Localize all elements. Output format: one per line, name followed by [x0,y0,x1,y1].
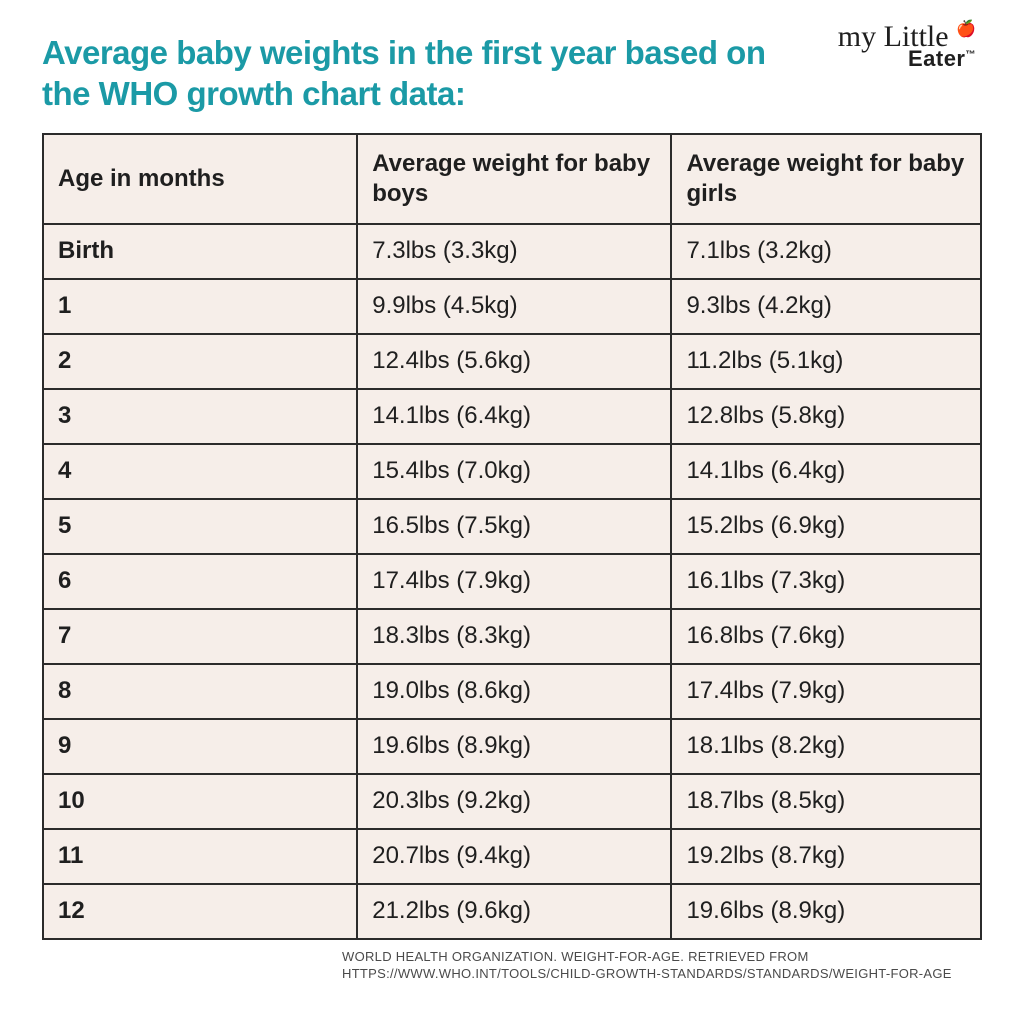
cell-boys: 17.4lbs (7.9kg) [357,554,671,609]
cell-age: 7 [43,609,357,664]
cell-boys: 20.7lbs (9.4kg) [357,829,671,884]
col-header-boys: Average weight for baby boys [357,134,671,224]
cell-age: 2 [43,334,357,389]
source-citation: WORLD HEALTH ORGANIZATION. WEIGHT-FOR-AG… [342,948,982,983]
cell-girls: 9.3lbs (4.2kg) [671,279,981,334]
col-header-girls: Average weight for baby girls [671,134,981,224]
table-row: 212.4lbs (5.6kg)11.2lbs (5.1kg) [43,334,981,389]
cell-boys: 15.4lbs (7.0kg) [357,444,671,499]
col-header-age: Age in months [43,134,357,224]
cell-age: 6 [43,554,357,609]
cell-girls: 19.2lbs (8.7kg) [671,829,981,884]
cell-age: 3 [43,389,357,444]
cell-girls: 18.1lbs (8.2kg) [671,719,981,774]
cell-age: 4 [43,444,357,499]
cell-boys: 19.0lbs (8.6kg) [357,664,671,719]
apple-icon: 🍎 [956,21,976,38]
cell-boys: 14.1lbs (6.4kg) [357,389,671,444]
cell-age: 8 [43,664,357,719]
table-row: 919.6lbs (8.9kg)18.1lbs (8.2kg) [43,719,981,774]
table-row: 516.5lbs (7.5kg)15.2lbs (6.9kg) [43,499,981,554]
cell-girls: 17.4lbs (7.9kg) [671,664,981,719]
cell-boys: 19.6lbs (8.9kg) [357,719,671,774]
source-line1: WORLD HEALTH ORGANIZATION. WEIGHT-FOR-AG… [342,948,982,966]
cell-boys: 12.4lbs (5.6kg) [357,334,671,389]
brand-logo: my Little 🍎 Eater™ [838,22,976,70]
table-row: Birth7.3lbs (3.3kg)7.1lbs (3.2kg) [43,224,981,279]
table-row: 819.0lbs (8.6kg)17.4lbs (7.9kg) [43,664,981,719]
cell-girls: 7.1lbs (3.2kg) [671,224,981,279]
table-row: 1221.2lbs (9.6kg)19.6lbs (8.9kg) [43,884,981,939]
cell-age: Birth [43,224,357,279]
table-row: 718.3lbs (8.3kg)16.8lbs (7.6kg) [43,609,981,664]
table-row: 19.9lbs (4.5kg)9.3lbs (4.2kg) [43,279,981,334]
cell-age: 10 [43,774,357,829]
logo-line2: Eater [908,46,966,71]
table-row: 314.1lbs (6.4kg)12.8lbs (5.8kg) [43,389,981,444]
cell-boys: 18.3lbs (8.3kg) [357,609,671,664]
cell-boys: 20.3lbs (9.2kg) [357,774,671,829]
page-title: Average baby weights in the first year b… [42,32,822,115]
weights-table: Age in months Average weight for baby bo… [42,133,982,940]
table-row: 617.4lbs (7.9kg)16.1lbs (7.3kg) [43,554,981,609]
logo-trademark: ™ [966,50,977,61]
cell-girls: 19.6lbs (8.9kg) [671,884,981,939]
table-row: 1020.3lbs (9.2kg)18.7lbs (8.5kg) [43,774,981,829]
cell-age: 1 [43,279,357,334]
cell-girls: 18.7lbs (8.5kg) [671,774,981,829]
table-row: 415.4lbs (7.0kg)14.1lbs (6.4kg) [43,444,981,499]
cell-age: 9 [43,719,357,774]
table-row: 1120.7lbs (9.4kg)19.2lbs (8.7kg) [43,829,981,884]
cell-age: 12 [43,884,357,939]
cell-girls: 16.1lbs (7.3kg) [671,554,981,609]
cell-age: 11 [43,829,357,884]
cell-boys: 21.2lbs (9.6kg) [357,884,671,939]
cell-boys: 9.9lbs (4.5kg) [357,279,671,334]
cell-boys: 16.5lbs (7.5kg) [357,499,671,554]
cell-age: 5 [43,499,357,554]
table-header-row: Age in months Average weight for baby bo… [43,134,981,224]
cell-girls: 14.1lbs (6.4kg) [671,444,981,499]
cell-girls: 15.2lbs (6.9kg) [671,499,981,554]
source-line2: HTTPS://WWW.WHO.INT/TOOLS/CHILD-GROWTH-S… [342,965,982,983]
cell-girls: 11.2lbs (5.1kg) [671,334,981,389]
cell-boys: 7.3lbs (3.3kg) [357,224,671,279]
cell-girls: 16.8lbs (7.6kg) [671,609,981,664]
cell-girls: 12.8lbs (5.8kg) [671,389,981,444]
